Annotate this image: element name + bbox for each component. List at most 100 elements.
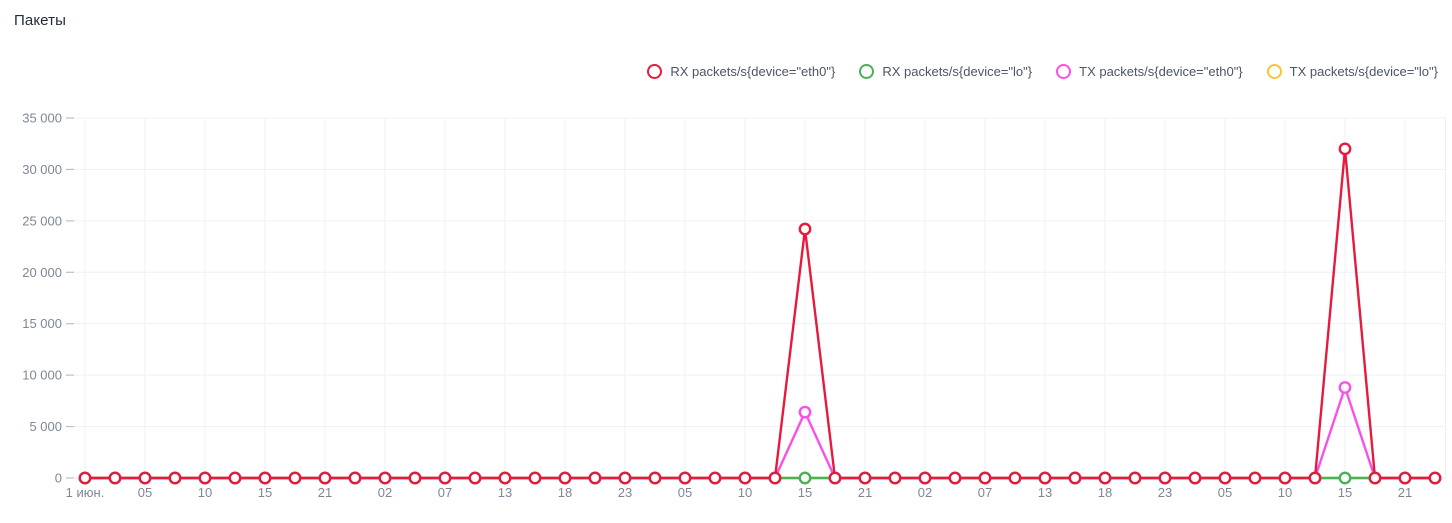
legend-label: TX packets/s{device="eth0"} xyxy=(1079,63,1243,79)
x-tick-label: 10 xyxy=(1278,485,1292,500)
data-point xyxy=(888,471,902,485)
x-tick-label: 23 xyxy=(1158,485,1172,500)
series-color-ring-icon xyxy=(859,63,875,79)
data-point xyxy=(948,471,962,485)
data-point xyxy=(258,471,272,485)
series-rx-eth0-line xyxy=(83,147,1437,480)
data-point xyxy=(1098,471,1112,485)
x-tick-label: 10 xyxy=(738,485,752,500)
data-point xyxy=(1368,471,1382,485)
y-tick-label: 25 000 xyxy=(22,213,62,228)
x-tick-label: 13 xyxy=(1038,485,1052,500)
legend-label: RX packets/s{device="eth0"} xyxy=(670,63,836,79)
legend-label: TX packets/s{device="lo"} xyxy=(1289,63,1438,79)
data-point xyxy=(1278,471,1292,485)
series-color-ring-icon xyxy=(1056,63,1072,79)
legend-item-rx-eth0[interactable]: RX packets/s{device="eth0"} xyxy=(647,63,836,79)
x-tick-label: 13 xyxy=(498,485,512,500)
x-tick-label: 15 xyxy=(798,485,812,500)
data-point xyxy=(1428,471,1442,485)
series-rx-eth0[interactable] xyxy=(78,142,1442,485)
x-tick-label: 05 xyxy=(1218,485,1232,500)
x-tick-label: 10 xyxy=(198,485,212,500)
data-point xyxy=(138,471,152,485)
x-tick-label: 07 xyxy=(438,485,452,500)
x-axis: 1 июн. 05 10 15 21 02 07 13 18 23 05 10 15 21 02 07 13 18… xyxy=(66,485,1413,500)
data-point xyxy=(828,471,842,485)
panel-title: Пакеты xyxy=(14,12,66,29)
data-point xyxy=(1218,471,1232,485)
data-point xyxy=(168,471,182,485)
series-rx-eth0-markers[interactable] xyxy=(78,142,1442,485)
data-point xyxy=(1338,471,1352,485)
data-point xyxy=(648,471,662,485)
x-tick-label: 18 xyxy=(1098,485,1112,500)
legend-item-tx-lo[interactable]: TX packets/s{device="lo"} xyxy=(1266,63,1438,79)
data-point xyxy=(738,471,752,485)
data-point xyxy=(288,471,302,485)
x-tick-label: 21 xyxy=(318,485,332,500)
x-tick-label: 21 xyxy=(1398,485,1412,500)
x-tick-label: 23 xyxy=(618,485,632,500)
x-tick-label: 1 июн. xyxy=(66,485,105,500)
y-tick-label: 10 000 xyxy=(22,368,62,383)
series-tx-eth0[interactable] xyxy=(78,381,1442,485)
data-point xyxy=(498,471,512,485)
legend-item-rx-lo[interactable]: RX packets/s{device="lo"} xyxy=(859,63,1033,79)
data-point xyxy=(798,471,812,485)
x-tick-label: 02 xyxy=(918,485,932,500)
data-point xyxy=(1188,471,1202,485)
series-tx-eth0-markers[interactable] xyxy=(78,381,1442,485)
x-tick-label: 05 xyxy=(138,485,152,500)
chart-area: 0 5 000 10 000 15 000 20 000 25 000 30 000 35 0… xyxy=(0,100,1452,523)
packets-chart[interactable]: 0 5 000 10 000 15 000 20 000 25 000 30 000 35 0… xyxy=(0,100,1452,523)
series-tx-eth0-line xyxy=(83,386,1437,480)
data-point xyxy=(1338,142,1352,156)
y-tick-label: 30 000 xyxy=(22,162,62,177)
data-point xyxy=(1248,471,1262,485)
data-point xyxy=(378,471,392,485)
data-point xyxy=(798,405,812,419)
data-point xyxy=(588,471,602,485)
data-point xyxy=(918,471,932,485)
data-point xyxy=(108,471,122,485)
legend-label: RX packets/s{device="lo"} xyxy=(882,63,1033,79)
data-point xyxy=(798,222,812,236)
data-point xyxy=(1158,471,1172,485)
x-tick-label: 07 xyxy=(978,485,992,500)
x-tick-label: 05 xyxy=(678,485,692,500)
x-tick-label: 21 xyxy=(858,485,872,500)
series-color-ring-icon xyxy=(647,63,663,79)
legend-item-tx-eth0[interactable]: TX packets/s{device="eth0"} xyxy=(1056,63,1243,79)
y-tick-label: 15 000 xyxy=(22,316,62,331)
data-point xyxy=(198,471,212,485)
data-point xyxy=(618,471,632,485)
series-color-ring-icon xyxy=(1266,63,1282,79)
data-point xyxy=(678,471,692,485)
y-tick-label: 20 000 xyxy=(22,265,62,280)
data-point xyxy=(318,471,332,485)
data-point xyxy=(528,471,542,485)
data-point xyxy=(408,471,422,485)
y-tick-label: 35 000 xyxy=(22,111,62,126)
chart-legend: RX packets/s{device="eth0"} RX packets/s{… xyxy=(0,62,1438,80)
y-tick-label: 5 000 xyxy=(29,419,62,434)
data-point xyxy=(438,471,452,485)
data-point xyxy=(1068,471,1082,485)
data-point xyxy=(348,471,362,485)
data-point xyxy=(468,471,482,485)
y-tick-label: 0 xyxy=(55,471,62,486)
x-tick-label: 02 xyxy=(378,485,392,500)
data-point xyxy=(978,471,992,485)
data-point xyxy=(858,471,872,485)
data-point xyxy=(768,471,782,485)
data-point xyxy=(1398,471,1412,485)
data-point xyxy=(228,471,242,485)
data-point xyxy=(558,471,572,485)
data-point xyxy=(1338,381,1352,394)
x-tick-label: 18 xyxy=(558,485,572,500)
x-tick-label: 15 xyxy=(258,485,272,500)
data-point xyxy=(1008,471,1022,485)
data-point xyxy=(1128,471,1142,485)
